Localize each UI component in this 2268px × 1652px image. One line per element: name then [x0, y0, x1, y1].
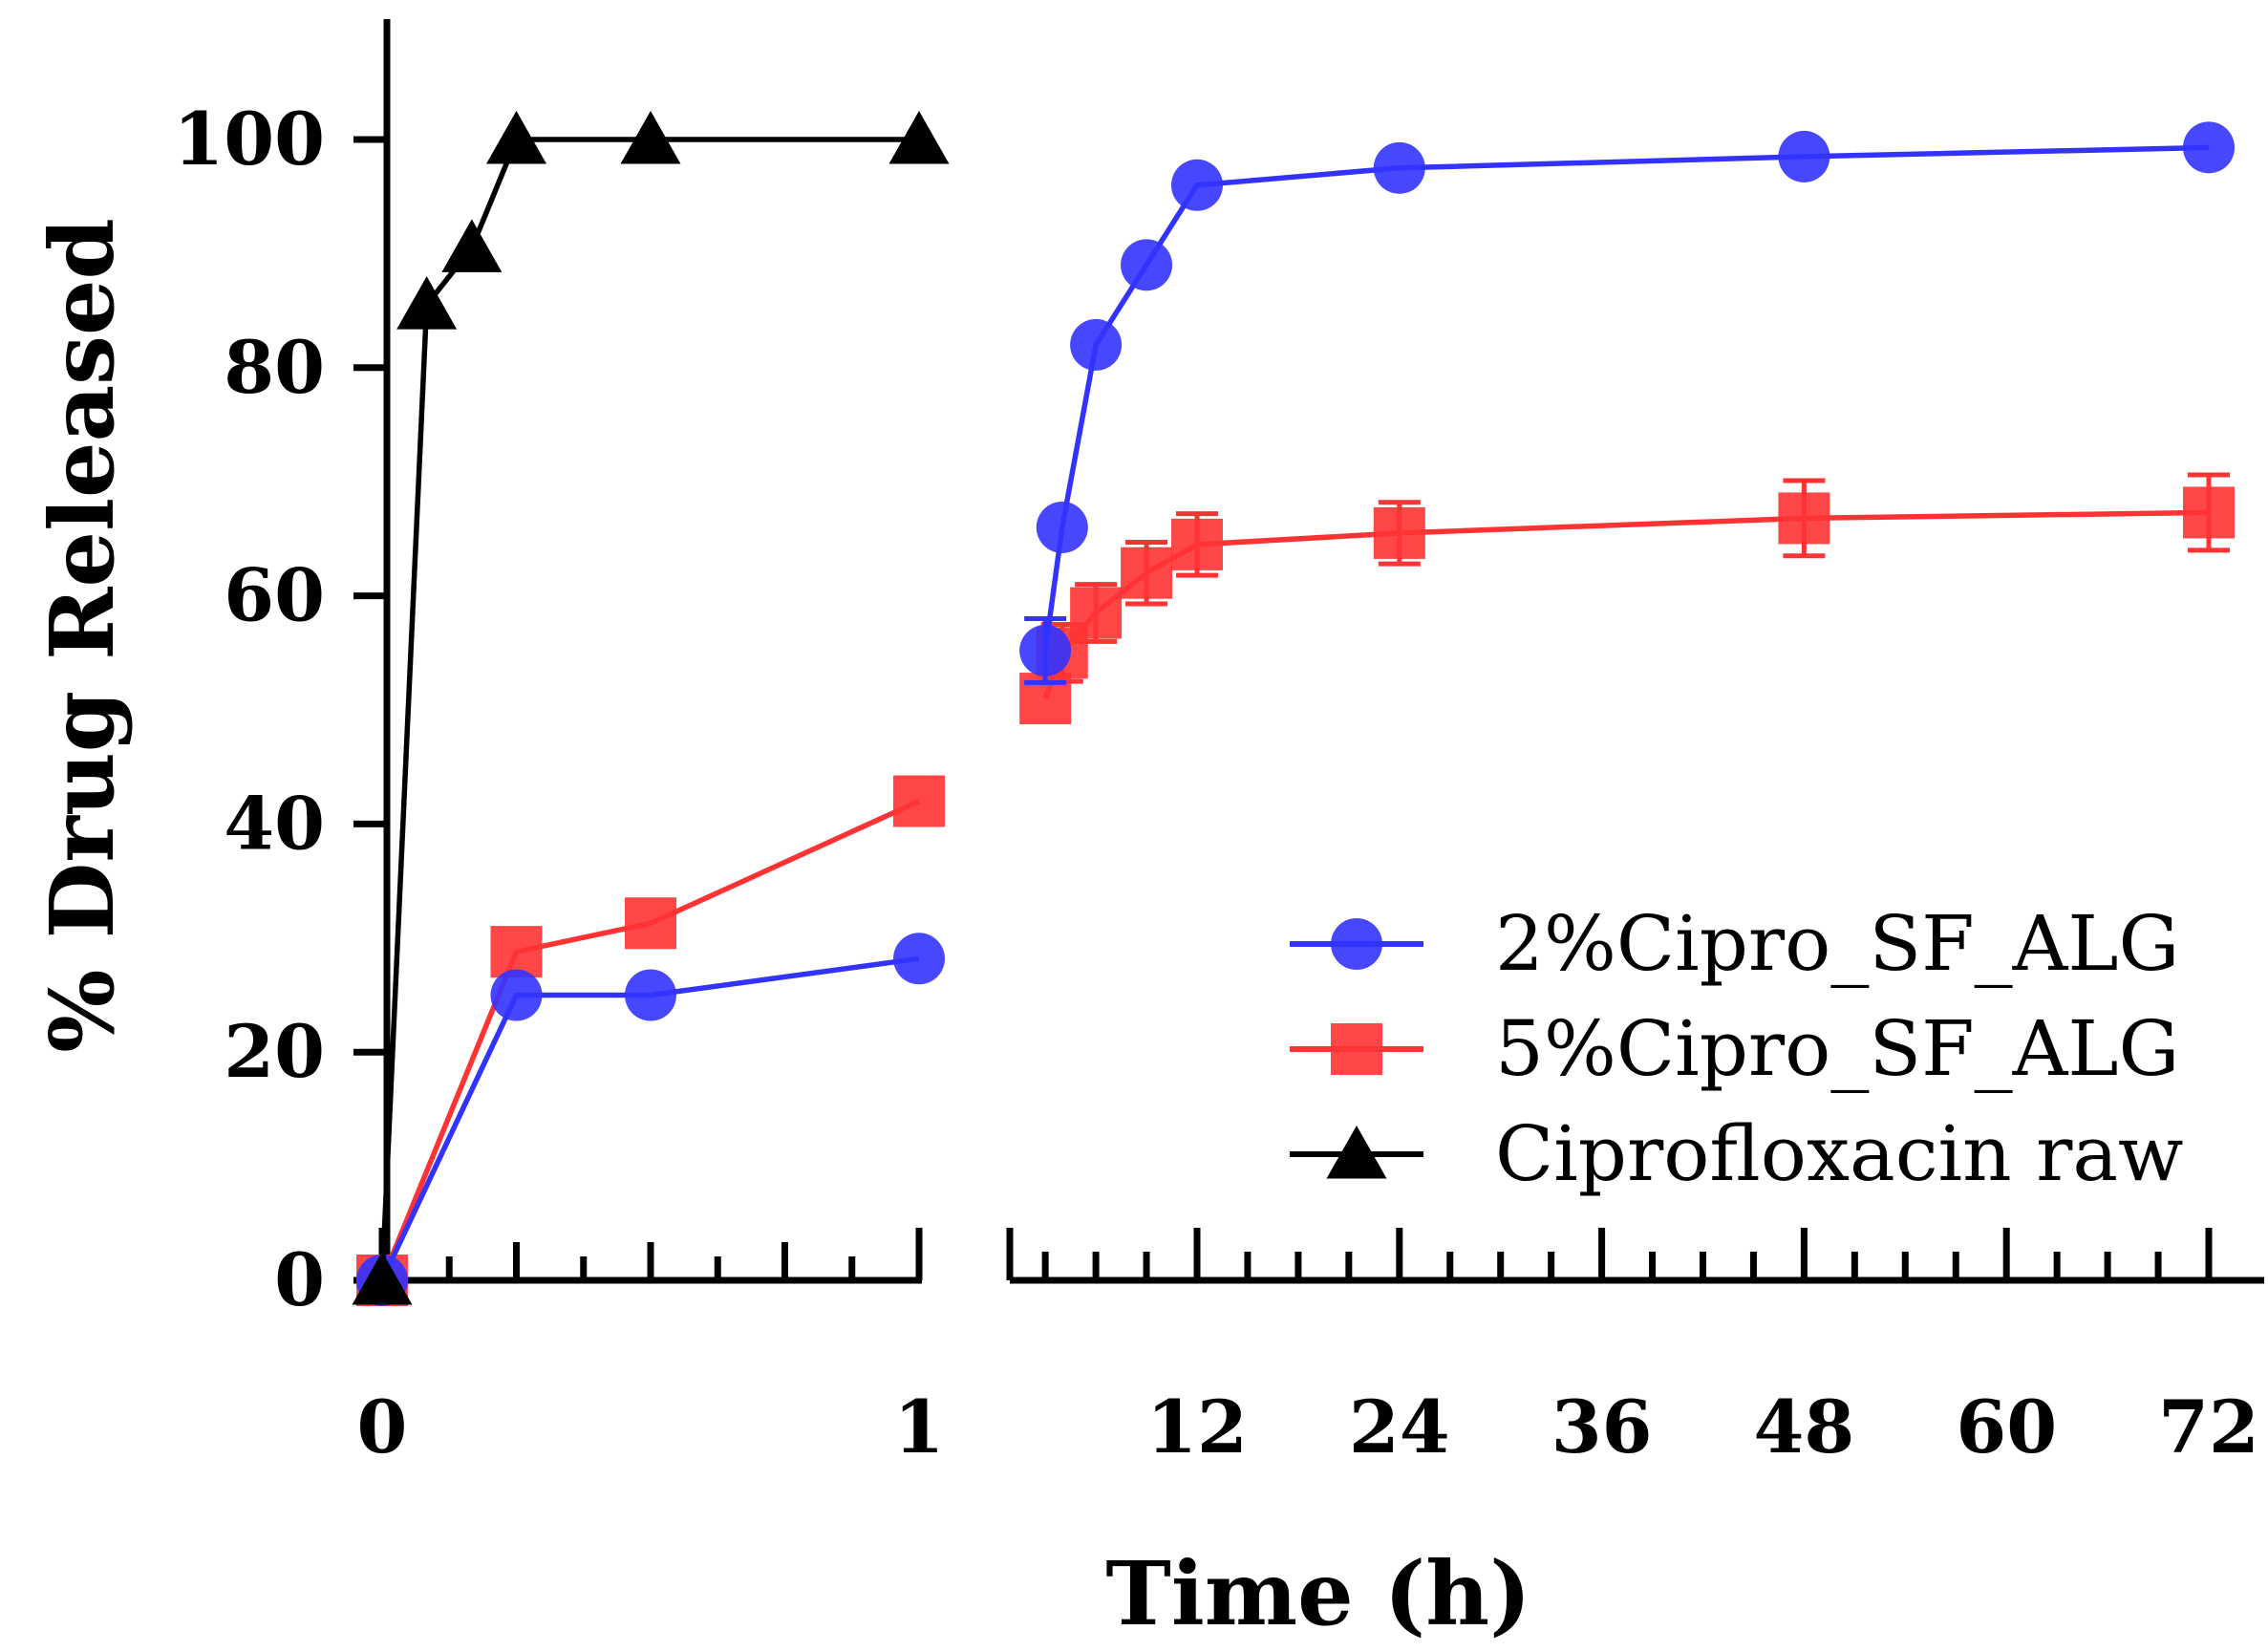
- legend-label: 2%Cipro_SF_ALG: [1495, 899, 2179, 988]
- data-point: [490, 926, 543, 978]
- data-point: [490, 969, 543, 1021]
- series-circle: [356, 121, 2235, 1306]
- x-tick-label: 12: [1146, 1384, 1248, 1470]
- legend-marker-square: [1331, 1023, 1382, 1075]
- y-tick-label: 0: [274, 1237, 325, 1322]
- y-tick-label: 80: [224, 325, 325, 410]
- data-point: [893, 933, 945, 985]
- series-line-early: [379, 137, 919, 1281]
- y-tick-label: 60: [224, 553, 325, 638]
- series-layer: [352, 111, 2235, 1306]
- data-point: [1373, 506, 1425, 559]
- x-tick-label: 72: [2158, 1384, 2259, 1470]
- legend-marker-circle: [1331, 918, 1382, 970]
- axes: 0 20 40 60 80 100 0 1 12 24 36 48 60 72: [173, 19, 2264, 1470]
- series-line-early: [379, 798, 921, 1282]
- data-point: [441, 219, 503, 272]
- y-axis-title: % Drug Released: [31, 218, 134, 1053]
- x-tick-label: 1: [894, 1384, 945, 1470]
- legend-label: Ciprofloxacin raw: [1495, 1109, 2184, 1198]
- x-tick-label: 36: [1551, 1384, 1653, 1470]
- data-point: [1070, 318, 1123, 371]
- y-tick-label: 20: [224, 1009, 325, 1094]
- x-tick-label: 0: [357, 1384, 408, 1470]
- data-point: [1121, 547, 1173, 599]
- data-point: [1171, 518, 1223, 570]
- x-axis-title: Time (h): [1105, 1542, 1530, 1645]
- legend-marker-triangle: [1326, 1126, 1387, 1179]
- data-point: [1778, 492, 1830, 545]
- data-point: [620, 111, 681, 164]
- data-point: [625, 969, 676, 1021]
- data-point: [1121, 239, 1173, 291]
- data-point: [486, 111, 546, 164]
- data-point: [2183, 121, 2235, 174]
- data-point: [1019, 624, 1072, 676]
- x-tick-label: 24: [1349, 1384, 1450, 1470]
- data-point: [625, 897, 676, 950]
- data-point: [1036, 501, 1088, 553]
- y-tick-label: 100: [173, 97, 325, 182]
- data-point: [1778, 130, 1830, 182]
- x-tick-label: 60: [1956, 1384, 2057, 1470]
- series-triangle: [352, 111, 950, 1305]
- data-point: [352, 1252, 413, 1305]
- data-point: [2183, 486, 2235, 539]
- legend: 2%Cipro_SF_ALG 5%Cipro_SF_ALG Ciprofloxaci…: [1290, 899, 2184, 1198]
- data-point: [1070, 587, 1123, 639]
- series-line-early: [379, 955, 920, 1282]
- legend-entry: 5%Cipro_SF_ALG: [1290, 1004, 2179, 1093]
- y-tick-label: 40: [224, 781, 325, 866]
- data-point: [396, 276, 458, 330]
- legend-label: 5%Cipro_SF_ALG: [1495, 1004, 2179, 1093]
- data-point: [1171, 159, 1223, 211]
- x-tick-label: 48: [1754, 1384, 1855, 1470]
- data-point: [1373, 141, 1425, 194]
- legend-entry: Ciprofloxacin raw: [1290, 1109, 2184, 1198]
- data-point: [888, 111, 950, 164]
- legend-entry: 2%Cipro_SF_ALG: [1290, 899, 2179, 988]
- data-point: [893, 775, 945, 827]
- series-line-late: [1042, 144, 2210, 652]
